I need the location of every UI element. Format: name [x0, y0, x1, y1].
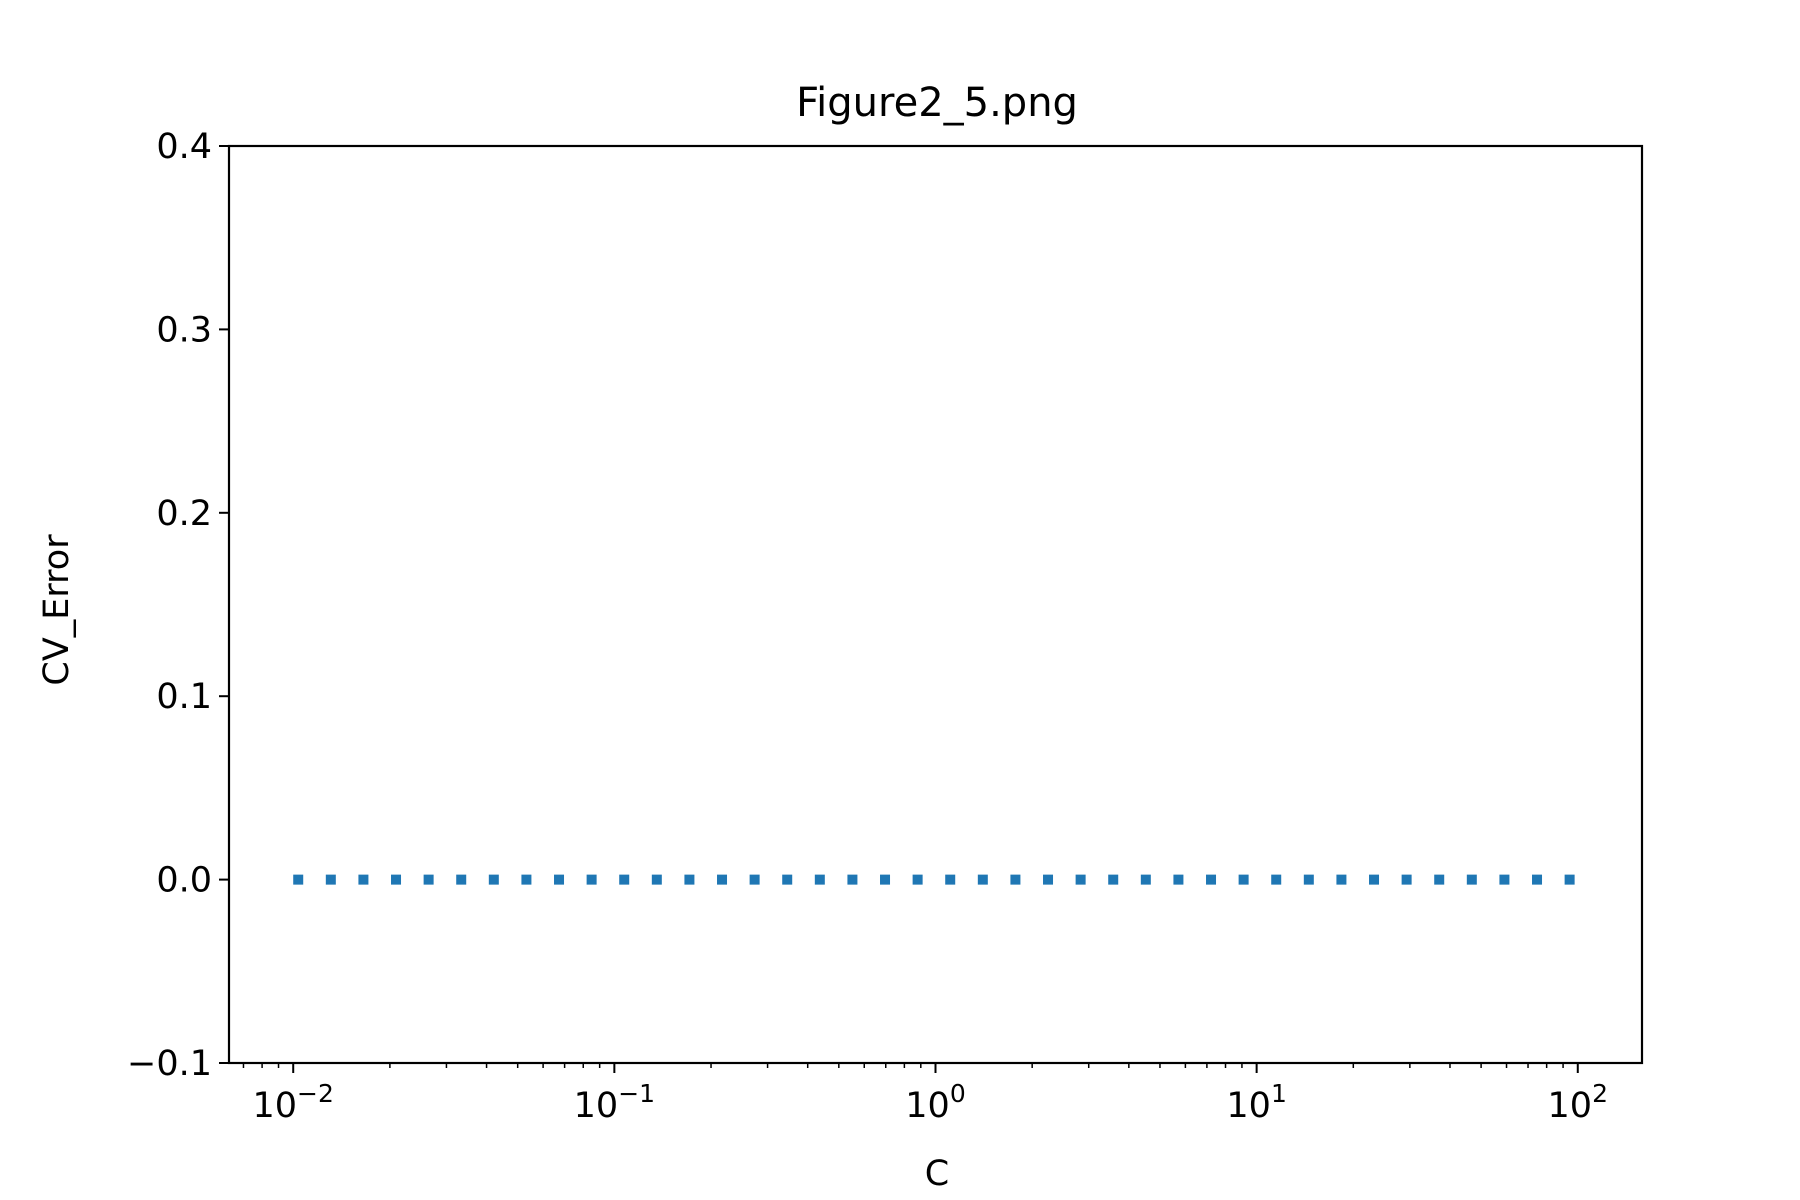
y-axis-label: CV_Error — [37, 534, 77, 686]
x-axis-label: C — [925, 1154, 949, 1194]
x-tick-label: 10−1 — [574, 1079, 655, 1126]
y-tick-label: 0.1 — [156, 677, 212, 717]
x-tick-label-exponent: 2 — [1592, 1079, 1608, 1108]
axes: −0.10.00.10.20.30.410−2 10−1 100 101 102 — [127, 127, 1644, 1126]
y-tick-label: −0.1 — [127, 1044, 212, 1084]
y-tick-label: 0.2 — [156, 494, 212, 534]
x-tick-label-base: 10 — [574, 1086, 619, 1126]
x-tick-label-exponent: −1 — [618, 1079, 655, 1108]
x-tick-label: 102 — [1548, 1079, 1608, 1126]
x-tick-label-exponent: 0 — [950, 1079, 966, 1108]
x-tick-label-base: 10 — [1226, 1086, 1271, 1126]
x-tick-label-exponent: −2 — [297, 1079, 334, 1108]
x-tick-label-base: 10 — [1548, 1086, 1593, 1126]
chart-title: Figure2_5.png — [796, 80, 1078, 126]
x-tick-label: 101 — [1226, 1079, 1286, 1126]
x-tick-label-base: 10 — [253, 1086, 298, 1126]
y-tick-label: 0.0 — [156, 861, 212, 901]
x-tick-label: 100 — [905, 1079, 965, 1126]
y-tick-label: 0.4 — [156, 127, 212, 167]
x-tick-label: 10−2 — [253, 1079, 334, 1126]
x-tick-label-base: 10 — [905, 1086, 950, 1126]
x-tick-label-exponent: 1 — [1271, 1079, 1287, 1108]
y-tick-label: 0.3 — [156, 310, 212, 350]
